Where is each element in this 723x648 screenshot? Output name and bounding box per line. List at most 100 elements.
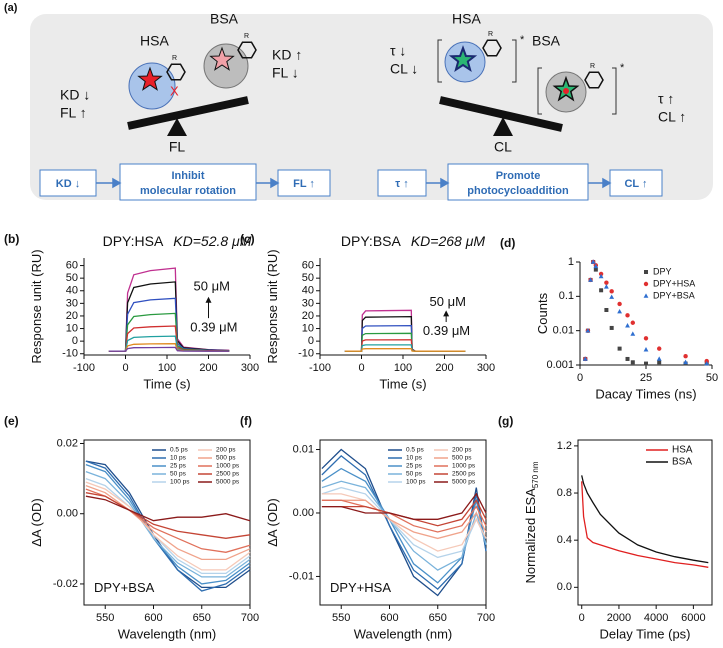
x-tick-label: 700 <box>241 612 259 624</box>
effect-label: CL ↓ <box>390 61 418 77</box>
y-tick-label: -10 <box>298 348 314 360</box>
legend-label: 500 ps <box>216 455 236 462</box>
plot-frame <box>83 439 251 606</box>
x-axis-label: Wavelength (nm) <box>354 626 453 641</box>
protein-label: HSA <box>140 33 169 49</box>
y-tick-label: 1.2 <box>557 440 572 452</box>
title-kd: KD=52.8 μM <box>173 233 251 249</box>
y-tick-label: 0.0 <box>557 581 572 593</box>
legend-label: 5000 ps <box>216 479 240 486</box>
x-tick-label: -100 <box>309 362 331 374</box>
y-tick-label: 0.4 <box>557 534 572 546</box>
series-line <box>321 499 487 540</box>
y-tick-label: 50 <box>302 272 314 284</box>
pivot <box>493 117 513 136</box>
x-tick-label: 650 <box>429 612 447 624</box>
y-axis-label: Counts <box>535 292 550 334</box>
y-tick-label: 0.1 <box>559 290 574 302</box>
flow-box <box>119 163 257 201</box>
series-line <box>581 481 709 568</box>
flow-text: CL ↑ <box>624 178 647 190</box>
panel-label: (b) <box>4 232 19 246</box>
flow-boxes <box>39 163 663 201</box>
point <box>582 356 588 361</box>
protein-label: BSA <box>532 33 561 49</box>
y-tick-label: -0.02 <box>53 578 78 590</box>
y-label-text: Response unit (RU) <box>29 249 44 363</box>
phenyl <box>237 41 257 59</box>
legend-label: 1000 ps <box>216 463 240 470</box>
y-tick-label: 0.01 <box>553 325 574 337</box>
point <box>657 360 662 365</box>
r-group: R <box>590 63 595 70</box>
arrow-head <box>270 177 280 189</box>
series-line <box>85 492 251 539</box>
seesaw-beam <box>439 96 563 132</box>
point <box>625 313 630 318</box>
y-tick-label: 0.01 <box>293 443 314 455</box>
y-tick-label: 40 <box>66 285 78 297</box>
x-tick-label: 0 <box>579 612 585 624</box>
y-tick-label: 60 <box>302 259 314 271</box>
x-tick-label: 100 <box>158 362 176 374</box>
cross: X <box>170 83 179 98</box>
flow-box <box>447 163 589 201</box>
flow-text: molecular rotation <box>140 185 236 197</box>
flow-text: FL ↑ <box>293 178 315 190</box>
arrow-head <box>112 177 122 189</box>
phenyl <box>584 71 604 89</box>
point <box>604 284 609 289</box>
effect-label: τ ↑ <box>658 91 674 107</box>
dye-core <box>563 88 569 94</box>
legend-label: BSA <box>672 457 692 468</box>
x-tick-label: 300 <box>241 362 259 374</box>
x-axis-label: Delay Time (ps) <box>599 626 690 641</box>
flow-arrows <box>96 177 612 189</box>
effect-label: KD ↓ <box>60 87 90 103</box>
point <box>599 288 604 293</box>
y-tick-label: 0 <box>72 335 78 347</box>
point <box>625 356 630 361</box>
bracket <box>437 39 517 83</box>
y-tick-label: 40 <box>302 285 314 297</box>
flow-text: Inhibit <box>172 170 205 182</box>
point <box>630 320 635 325</box>
point <box>604 280 609 285</box>
flow-text: KD ↓ <box>56 178 80 190</box>
title-text: DPY:BSA <box>341 233 402 249</box>
series-line <box>321 499 487 533</box>
x-tick-label: 200 <box>435 362 453 374</box>
series-line <box>344 344 466 352</box>
legend-label: 0.5 ps <box>170 447 188 454</box>
arrow-head <box>602 177 612 189</box>
annotation: DPY+BSA <box>94 580 155 595</box>
x-tick-label: 600 <box>144 612 162 624</box>
y-tick-label: 30 <box>302 297 314 309</box>
annotation-arrow-head <box>443 310 450 317</box>
flow-box <box>39 169 97 197</box>
panel-label: (g) <box>498 414 513 428</box>
panel-label: (c) <box>240 232 255 246</box>
annotation-arrow-head <box>205 296 212 303</box>
r-group: R <box>172 55 177 62</box>
legend-label: 25 ps <box>170 463 187 470</box>
chart: (f) 550 600 650 700 -0.01 0.00 0.01 Wavelength (… <box>240 414 495 641</box>
y-label-sub: 570 nm <box>531 461 540 488</box>
x-tick-label: 4000 <box>644 612 668 624</box>
point <box>617 308 622 314</box>
series-line <box>344 348 466 352</box>
effect-label: τ ↓ <box>390 43 406 59</box>
y-tick-label: -10 <box>62 348 78 360</box>
y-tick-label: 50 <box>66 272 78 284</box>
y-axis-label: Response unit (RU) <box>265 249 280 363</box>
r-group: R <box>488 31 493 38</box>
series-line <box>85 470 251 578</box>
y-tick-label: 0 <box>308 335 314 347</box>
x-tick-label: 2000 <box>607 612 631 624</box>
y-tick-label: 20 <box>302 310 314 322</box>
point <box>593 267 598 272</box>
phenyl <box>166 63 186 81</box>
chart-title: DPY:HSA KD=52.8 μM <box>103 233 252 249</box>
pivot-label: FL <box>169 139 186 155</box>
legend-label: 500 ps <box>452 455 472 462</box>
